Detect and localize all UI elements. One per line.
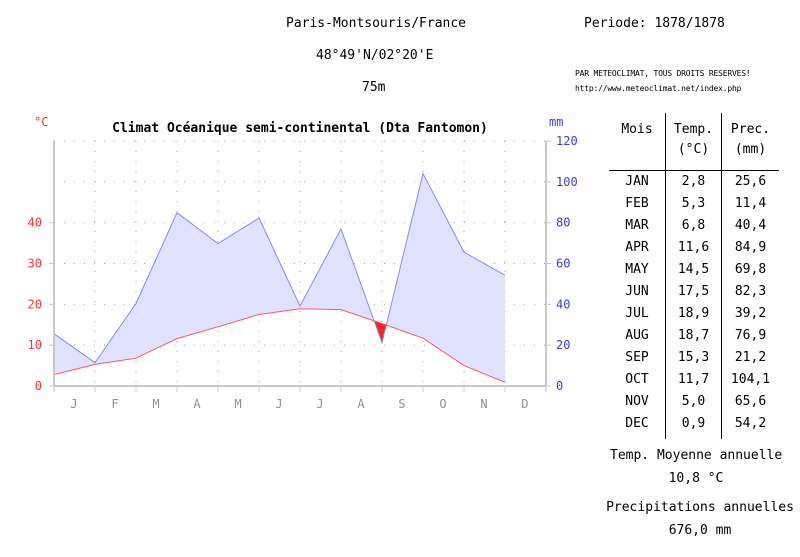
month-cell: SEP [609, 347, 666, 369]
temp-cell: 5,3 [665, 193, 722, 215]
month-cell: JAN [609, 170, 666, 193]
month-label: O [439, 397, 446, 411]
credit-line: PAR METEOCLIMAT, TOUS DROITS RESERVES! [575, 69, 751, 78]
prec-cell: 11,4 [734, 196, 767, 211]
precipitation-area [54, 173, 505, 383]
annual-temp-label: Temp. Moyenne annuelle [610, 448, 783, 463]
prec-cell: 76,9 [734, 328, 767, 343]
table-row: JUN 17,5 82,3 [609, 281, 779, 303]
table-row: FEB 5,3 11,4 [609, 193, 779, 215]
table-row: JAN 2,8 25,6 [609, 170, 779, 193]
month-cell: JUL [609, 303, 666, 325]
axis-labels: 0 10 20 30 40 0 20 40 60 80 100 120 J F M A M J J A S O N D [28, 134, 578, 411]
prec-cell: 65,6 [734, 394, 767, 409]
credit-url: http://www.meteoclimat.net/index.php [575, 84, 742, 93]
precip-tick-label: 0 [556, 379, 563, 393]
temp-cell: 18,7 [665, 325, 722, 347]
month-cell: APR [609, 237, 666, 259]
temp-cell: 6,8 [665, 215, 722, 237]
month-label: M [234, 397, 241, 411]
climate-table: Mois Temp. (°C) Prec. (mm) JAN 2,8 25,6 FEB 5,… [609, 113, 779, 439]
temp-cell: 5,0 [665, 391, 722, 413]
altitude: 75m [362, 80, 386, 95]
month-label: J [275, 397, 282, 411]
period: Periode: 1878/1878 [584, 16, 725, 31]
temp-tick-label: 0 [35, 379, 42, 393]
prec-cell: 82,3 [734, 284, 767, 299]
temperature-line [53, 308, 506, 383]
table-header-row: Mois Temp. (°C) Prec. (mm) [609, 113, 779, 171]
month-cell: OCT [609, 369, 666, 391]
prec-cell: 104,1 [730, 372, 771, 387]
climate-chart: 0 10 20 30 40 0 20 40 60 80 100 120 J F M A M J J A S O N D Cli… [28, 115, 578, 411]
table-row: JUL 18,9 39,2 [609, 303, 779, 325]
header-month: Mois [609, 113, 666, 171]
coordinates: 48°49'N/02°20'E [316, 48, 434, 63]
precip-tick-label: 60 [556, 257, 570, 271]
header-temp: Temp. (°C) [665, 113, 722, 171]
month-label: S [398, 397, 405, 411]
month-cell: DEC [609, 413, 666, 439]
month-label: M [152, 397, 159, 411]
table-row: APR 11,6 84,9 [609, 237, 779, 259]
temp-tick-label: 10 [28, 338, 42, 352]
annual-precip-value: 676,0 mm [668, 523, 732, 538]
table-row: AUG 18,7 76,9 [609, 325, 779, 347]
table-row: SEP 15,3 21,2 [609, 347, 779, 369]
table-row: NOV 5,0 65,6 [609, 391, 779, 413]
table-row: OCT 11,7 104,1 [609, 369, 779, 391]
month-label: A [193, 397, 201, 411]
month-cell: MAY [609, 259, 666, 281]
prec-cell: 25,6 [734, 174, 767, 189]
month-cell: MAR [609, 215, 666, 237]
month-cell: NOV [609, 391, 666, 413]
chart-title: Climat Océanique semi-continental (Dta F… [112, 121, 488, 136]
precip-axis-unit: mm [549, 115, 563, 129]
temp-tick-label: 30 [28, 257, 42, 271]
precip-tick-label: 40 [556, 297, 570, 311]
month-cell: FEB [609, 193, 666, 215]
month-label: N [480, 397, 487, 411]
precipitation-line [53, 172, 506, 364]
temp-axis-unit: °C [34, 115, 48, 129]
temp-cell: 11,6 [665, 237, 722, 259]
prec-cell: 54,2 [734, 416, 767, 431]
month-cell: AUG [609, 325, 666, 347]
month-label: J [70, 397, 77, 411]
temp-cell: 0,9 [665, 413, 722, 439]
temp-cell: 11,7 [665, 369, 722, 391]
table-row: MAY 14,5 69,8 [609, 259, 779, 281]
table-row: MAR 6,8 40,4 [609, 215, 779, 237]
temp-cell: 2,8 [665, 170, 722, 193]
prec-cell: 84,9 [734, 240, 767, 255]
prec-cell: 69,8 [734, 262, 767, 277]
temp-cell: 17,5 [665, 281, 722, 303]
month-label: A [357, 397, 365, 411]
precip-tick-label: 20 [556, 338, 570, 352]
month-cell: JUN [609, 281, 666, 303]
prec-cell: 40,4 [734, 218, 767, 233]
annual-temp-value: 10,8 °C [668, 471, 724, 486]
station-name: Paris-Montsouris/France [286, 16, 467, 31]
month-label: F [111, 397, 118, 411]
precip-tick-label: 120 [556, 134, 578, 148]
temp-cell: 14,5 [665, 259, 722, 281]
precip-tick-label: 100 [556, 175, 578, 189]
precip-tick-label: 80 [556, 216, 570, 230]
annual-precip-label: Precipitations annuelles [606, 500, 794, 515]
month-label: J [316, 397, 323, 411]
month-label: D [521, 397, 528, 411]
temp-cell: 18,9 [665, 303, 722, 325]
table-row: DEC 0,9 54,2 [609, 413, 779, 439]
prec-cell: 21,2 [734, 350, 767, 365]
temp-tick-label: 40 [28, 216, 42, 230]
temp-cell: 15,3 [665, 347, 722, 369]
prec-cell: 39,2 [734, 306, 767, 321]
temp-tick-label: 20 [28, 297, 42, 311]
header-prec: Prec. (mm) [721, 113, 779, 171]
